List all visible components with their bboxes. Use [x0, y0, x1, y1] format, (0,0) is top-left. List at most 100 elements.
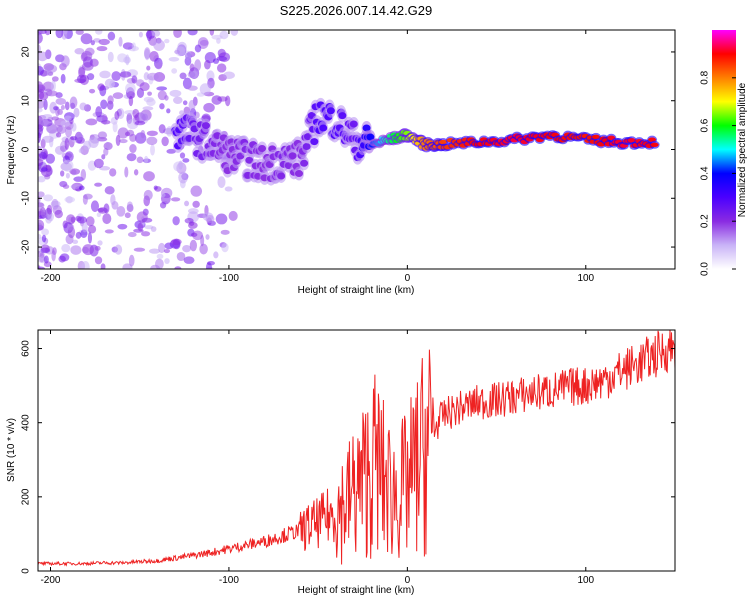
spectrogram-noise-cell [204, 60, 211, 70]
spectrogram-ridge-cell [648, 137, 657, 142]
spectrogram-noise-cell [126, 201, 133, 211]
snr-y-axis-label: SNR (10 * v/v) [6, 418, 17, 482]
spectrogram-noise-cell [137, 222, 144, 232]
spectrogram-noise-cell [169, 89, 182, 97]
spectrogram-noise-cell [182, 100, 188, 106]
spectrogram-noise-cell [141, 217, 153, 223]
spectrogram-noise-cell [74, 48, 85, 55]
spectrogram-noise-cell [61, 244, 71, 253]
spectrogram-y-axis-label: Frequency (Hz) [6, 116, 17, 185]
spectrogram-noise-cell [124, 212, 131, 219]
spectrogram-noise-cell [140, 129, 146, 139]
spectrogram-noise-cell [147, 91, 152, 96]
spectrogram-noise-cell [104, 229, 114, 234]
spectrogram-noise-cell [72, 239, 79, 244]
spectrogram-noise-cell [126, 119, 139, 130]
spectrogram-noise-cell [128, 95, 134, 107]
snr-plot-area [38, 330, 675, 571]
snr-y-tick-label: 0 [21, 568, 32, 574]
spectrogram-noise-cell [99, 70, 111, 79]
colorbar-label: Normalized spectral amplitude [737, 82, 748, 217]
spectrogram-noise-cell [78, 148, 84, 154]
spectrogram-noise-cell [70, 136, 78, 141]
spectrogram-noise-cell [45, 90, 58, 97]
colorbar-ticks: 0.0 0.2 0.4 0.6 0.8 [700, 70, 736, 276]
spectrogram-noise-cell [51, 76, 59, 82]
spectrogram-noise-cell [62, 184, 70, 189]
spectrogram-noise-cell [156, 86, 168, 91]
spectrogram-ridge-cell [338, 112, 347, 120]
spectrogram-noise-cell [132, 108, 140, 119]
spectrogram-noise-cell [146, 30, 152, 42]
spectrogram-noise-cell [43, 99, 48, 111]
spectrogram-noise-cell [38, 162, 42, 170]
spectrogram-noise-cell [146, 72, 159, 81]
spectrogram-noise-cell [190, 185, 203, 197]
spectrogram-noise-cell [159, 103, 165, 110]
snr-x-axis-label: Height of straight line (km) [298, 585, 415, 596]
spectrogram-noise-cell [199, 39, 209, 46]
snr-series-line [38, 330, 675, 567]
spectrogram-noise-cell [164, 95, 169, 101]
spectrogram-noise-cell [103, 203, 110, 214]
spectrogram-noise-cell [164, 258, 170, 264]
spectrogram-noise-cell [38, 107, 43, 113]
spectrogram-noise-cell [166, 148, 176, 154]
spectrogram-noise-cell [139, 82, 150, 92]
spectrogram-noise-cell [64, 196, 76, 203]
spectrogram-noise-cell [39, 253, 45, 263]
spectrogram-noise-cell [51, 116, 59, 121]
spectrogram-x-tick-label: -100 [219, 273, 239, 284]
spectrogram-noise-cell [220, 229, 230, 235]
spectrogram-noise-cell [133, 169, 139, 176]
spectrogram-noise-cell [85, 118, 98, 126]
spectrogram-noise-cell [73, 107, 80, 118]
spectrogram-noise-cell [217, 176, 226, 188]
spectrogram-noise-cell [97, 240, 103, 246]
spectrogram-y-tick-label: 0 [21, 146, 32, 152]
spectrogram-ridge-cell [300, 159, 309, 167]
snr-y-tick-label: 200 [21, 488, 32, 505]
spectrogram-noise-cell [209, 30, 215, 36]
spectrogram-noise-cell [112, 92, 124, 99]
spectrogram-ridge-cell [326, 107, 335, 115]
snr-panel: -200 -100 0 100 0 200 400 600 Height of straig… [6, 329, 676, 596]
spectrogram-ridge-cell [245, 156, 254, 164]
spectrogram-noise-cell [118, 36, 123, 47]
spectrogram-ridge-cell [201, 122, 210, 130]
spectrogram-noise-cell [117, 223, 128, 230]
spectrogram-noise-cell [69, 96, 78, 109]
snr-x-tick-label: 0 [405, 575, 411, 586]
spectrogram-noise-cell [213, 251, 219, 259]
spectrogram-noise-cell [192, 200, 200, 208]
spectrogram-noise-cell [223, 71, 235, 79]
spectrogram-noise-cell [194, 59, 202, 72]
spectrogram-noise-cell [41, 167, 48, 172]
spectrogram-noise-cell [43, 194, 54, 202]
spectrogram-ridge-cell [302, 142, 311, 150]
spectrogram-noise-cell [179, 72, 187, 80]
spectrogram-heatmap [38, 30, 660, 269]
spectrogram-noise-cell [163, 248, 171, 254]
spectrogram-noise-cell [60, 105, 65, 110]
spectrogram-noise-cell [230, 30, 239, 36]
spectrogram-noise-cell [117, 127, 129, 139]
spectrogram-noise-cell [60, 170, 65, 177]
figure-title: S225.2026.007.14.42.G29 [280, 3, 433, 18]
spectrogram-noise-cell [215, 213, 228, 225]
colorbar-tick-label: 0.4 [700, 166, 711, 180]
colorbar-tick-label: 0.0 [700, 262, 711, 276]
spectrogram-noise-cell [89, 88, 96, 94]
spectrogram-noise-cell [100, 99, 108, 110]
spectrogram-noise-cell [158, 124, 166, 134]
spectrogram-noise-cell [172, 216, 180, 226]
spectrogram-noise-cell [94, 256, 103, 265]
spectrogram-noise-cell [189, 70, 199, 79]
spectrogram-noise-cell [65, 172, 70, 179]
spectrogram-noise-cell [146, 65, 151, 71]
spectrogram-noise-cell [161, 136, 169, 147]
spectrogram-ridge-cell [366, 133, 375, 141]
spectrogram-noise-cell [100, 263, 106, 269]
spectrogram-noise-cell [203, 102, 215, 113]
snr-y-tick-label: 600 [21, 340, 32, 357]
